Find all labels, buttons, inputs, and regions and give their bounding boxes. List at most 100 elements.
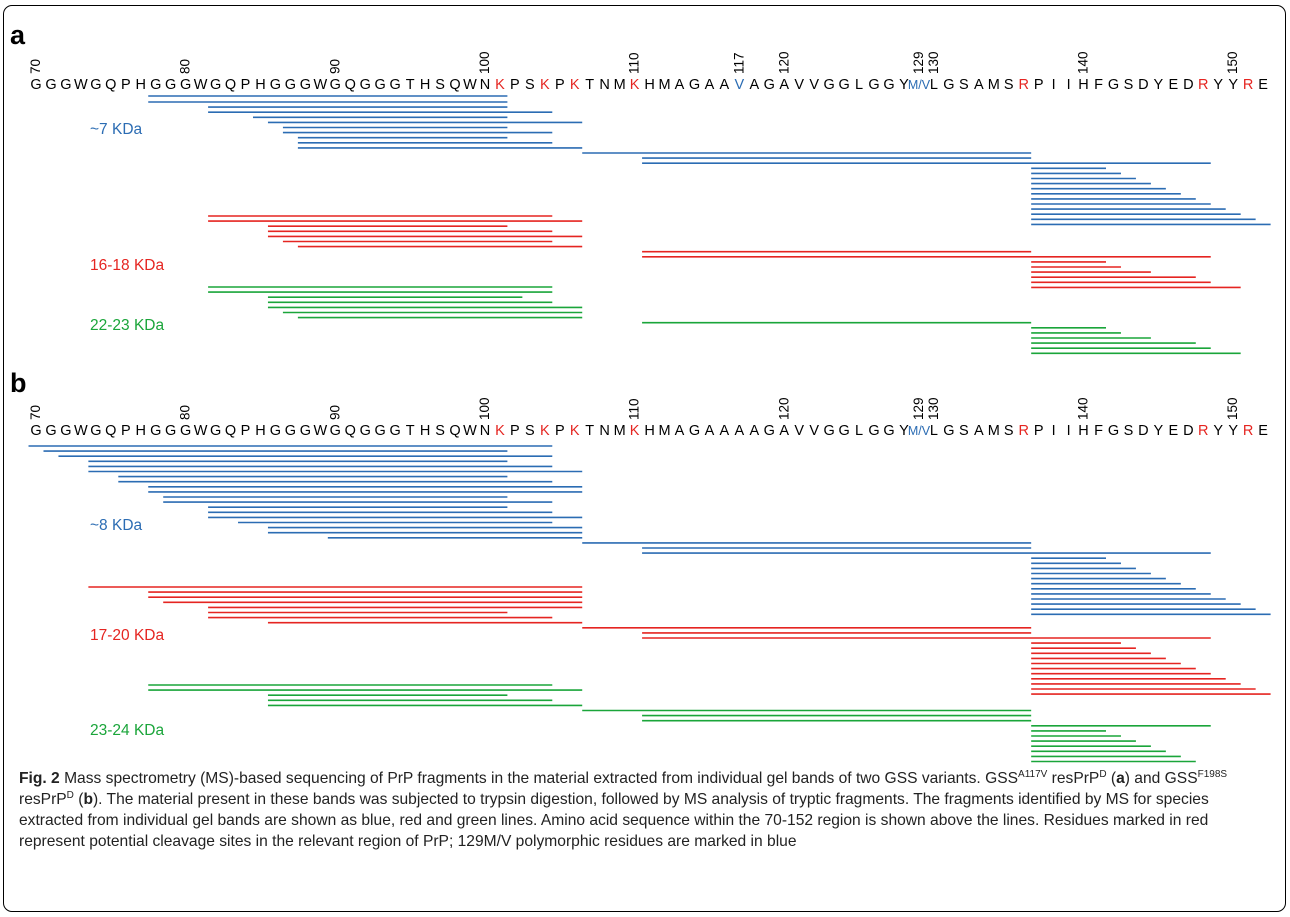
panel-a-residue: S (435, 77, 445, 93)
panel-b-residue: G (150, 423, 161, 439)
panel-b-residue: G (943, 423, 954, 439)
panel-a-residue: M (614, 77, 626, 93)
caption-sup-d-2: D (66, 789, 74, 801)
figure-caption: Fig. 2 Mass spectrometry (MS)-based sequ… (19, 768, 1274, 852)
panel-a-residue: A (779, 77, 789, 93)
panel-a-band-0-label: ~7 KDa (90, 121, 143, 138)
panel-a-residue: G (90, 77, 101, 93)
caption-paren-a: ( (1106, 770, 1117, 787)
panel-a-residue: Q (105, 77, 116, 93)
panel-a-residue: M (988, 77, 1000, 93)
panel-b-residue: S (959, 423, 969, 439)
panel-b-residue: W (463, 423, 477, 439)
panel-b-residue: A (720, 423, 730, 439)
panel-a-residue: E (1169, 77, 1179, 93)
panel-b-residue: F (1094, 423, 1103, 439)
panel-a-position-label: 117 (731, 52, 746, 74)
panel-b-residue: Q (345, 423, 356, 439)
panel-b-residue: A (675, 423, 685, 439)
panel-a-residue: D (1138, 77, 1148, 93)
panel-b-residue: Q (449, 423, 460, 439)
panel-b-residue: Y (1154, 423, 1164, 439)
panel-b-residue: K (630, 423, 640, 439)
panel-b-residue: A (735, 423, 745, 439)
panel-b-letter: b (10, 368, 27, 398)
panel-b-residue: M (614, 423, 626, 439)
panel-a-residue: G (883, 77, 894, 93)
panel-b-position-label: 70 (28, 405, 43, 420)
panel-b-residue: G (45, 423, 56, 439)
panel-b-residue: N (599, 423, 609, 439)
panel-a-band-2-label: 22-23 KDa (90, 317, 164, 334)
caption-body: ). The material present in these bands w… (19, 791, 1209, 850)
panel-a-residue: T (406, 77, 415, 93)
panel-a-residue: H (1078, 77, 1088, 93)
panel-a-residue: V (794, 77, 804, 93)
caption-gss-1: GSS (985, 770, 1019, 787)
panel-b-residue: H (1078, 423, 1088, 439)
panel-b-residue: W (313, 423, 327, 439)
panel-b-position-label: 90 (327, 405, 342, 420)
panel-b-residue: W (74, 423, 88, 439)
panel-b-residue: G (1108, 423, 1119, 439)
panel-a-position-label: 90 (327, 59, 342, 74)
panel-b-residue: D (1138, 423, 1148, 439)
figure-label: Fig. 2 (19, 770, 60, 787)
panel-a-residue: G (764, 77, 775, 93)
panel-a-residue: A (974, 77, 984, 93)
panel-b-residue: L (855, 423, 863, 439)
panel-b-residue: G (90, 423, 101, 439)
panel-b-residue: A (779, 423, 789, 439)
panel-b-residue: G (824, 423, 835, 439)
panel-a-residue: Y (899, 77, 909, 93)
panel-a-position-label: 70 (28, 59, 43, 74)
panel-b-residue: A (705, 423, 715, 439)
panel-b-residue: G (285, 423, 296, 439)
panel-b-residue: M (988, 423, 1000, 439)
panel-a-band-1-label: 16-18 KDa (90, 257, 164, 274)
panel-a-residue: G (360, 77, 371, 93)
panel-a-residue: G (210, 77, 221, 93)
caption-sup-d-1: D (1099, 768, 1107, 780)
panel-a-residue: H (255, 77, 265, 93)
panel-b-residue: G (165, 423, 176, 439)
panel-a-residue: G (285, 77, 296, 93)
caption-mid: ) and (1124, 770, 1165, 787)
panel-a-residue: G (868, 77, 879, 93)
panel-a-residue: Q (225, 77, 236, 93)
panel-a-residue: W (313, 77, 327, 93)
panel-a-residue: P (121, 77, 131, 93)
panel-b-residue: G (360, 423, 371, 439)
panel-b-residue: G (838, 423, 849, 439)
panel-a-residue: K (495, 77, 505, 93)
panel-b-residue: Y (1228, 423, 1238, 439)
panel-b-residue: K (540, 423, 550, 439)
panel-b-residue: W (194, 423, 208, 439)
figure-frame (3, 5, 1286, 912)
panel-a-residue: H (644, 77, 654, 93)
panel-b-residue: I (1067, 423, 1071, 439)
panel-a-position-label: 150 (1225, 51, 1240, 74)
panel-b-residue: R (1198, 423, 1208, 439)
panel-b-residue: K (495, 423, 505, 439)
panel-b-residue: G (868, 423, 879, 439)
panel-b-position-label: 110 (627, 398, 642, 420)
panel-b-residue: G (375, 423, 386, 439)
panel-b-residue: N (480, 423, 490, 439)
panel-a-residue: K (540, 77, 550, 93)
caption-title: Mass spectrometry (MS)-based sequencing … (59, 770, 986, 787)
panel-b-residue: D (1183, 423, 1193, 439)
panel-a-residue: N (599, 77, 609, 93)
panel-a-residue: G (375, 77, 386, 93)
panel-b-position-label: 80 (178, 405, 193, 420)
panel-a-residue: Q (345, 77, 356, 93)
panel-b-residue: G (30, 423, 41, 439)
panel-a-residue: S (1004, 77, 1014, 93)
panel-a-residue: P (1034, 77, 1044, 93)
panel-b-residue: S (525, 423, 535, 439)
caption-paren-b: ( (73, 791, 84, 808)
panel-a-residue: W (463, 77, 477, 93)
panel-a-residue: I (1067, 77, 1071, 93)
panel-a-residue: P (555, 77, 565, 93)
panel-a-residue: S (525, 77, 535, 93)
